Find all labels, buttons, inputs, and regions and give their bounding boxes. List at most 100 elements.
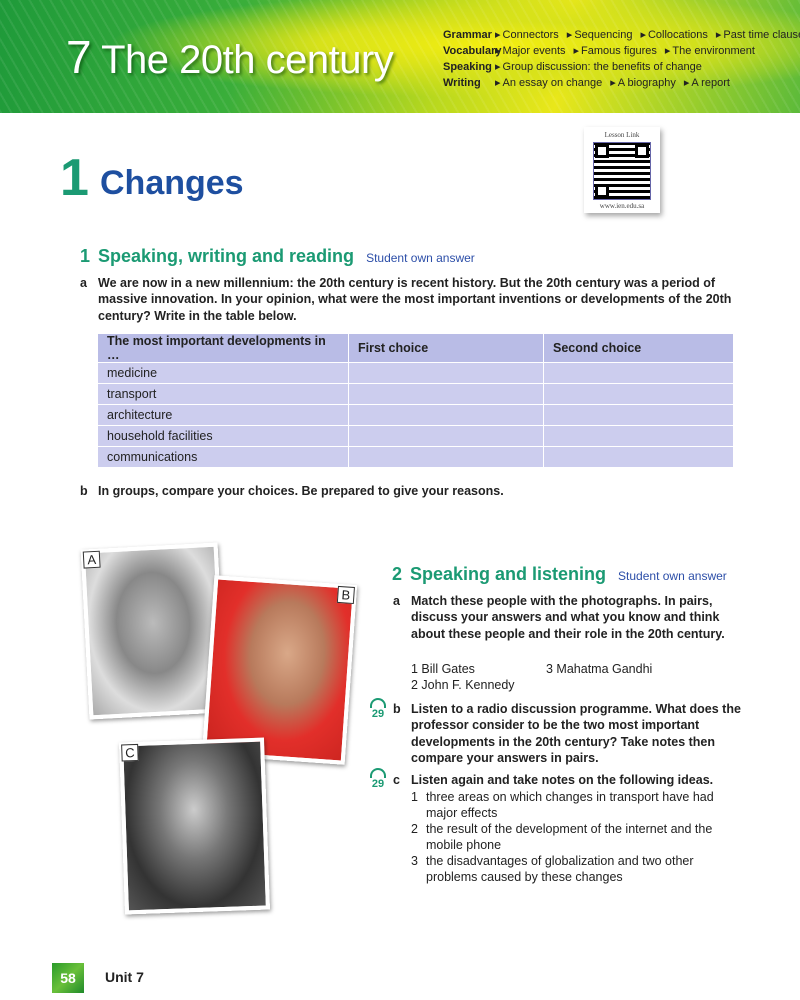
row-label: medicine [97, 362, 349, 384]
item-number: 3 [411, 854, 418, 868]
syllabus-item: Major events [495, 43, 566, 59]
person-item: 2 John F. Kennedy [411, 678, 515, 692]
photo-kennedy: C [119, 737, 270, 915]
syllabus-label: Grammar [443, 29, 492, 41]
person-item: 3 Mahatma Gandhi [546, 662, 653, 676]
headphones-icon [370, 698, 386, 708]
syllabus-row-grammar: GrammarConnectors Sequencing Collocations P… [443, 27, 800, 43]
track-number: 29 [371, 778, 385, 790]
track-number: 29 [371, 708, 385, 720]
second-choice-cell[interactable] [543, 404, 734, 426]
list-item: 3 the disadvantages of globalization and … [411, 853, 741, 885]
exercise-title: Speaking, writing and reading [98, 246, 355, 266]
column-header: Second choice [543, 333, 734, 363]
audio-track-b[interactable]: 29 [368, 698, 388, 720]
syllabus-item: An essay on change [495, 75, 603, 91]
column-header: The most important developments in … [97, 333, 349, 363]
row-label: transport [97, 383, 349, 405]
photo-label: A [82, 550, 101, 569]
exercise-number: 1 [80, 246, 91, 266]
instruction-text: In groups, compare your choices. Be prep… [98, 484, 504, 498]
first-choice-cell[interactable] [348, 446, 544, 468]
table-row: household facilities [97, 425, 734, 447]
answer-note: Student own answer [366, 251, 475, 265]
item-text: the disadvantages of globalization and t… [426, 854, 694, 884]
lesson-number: 1 [60, 149, 89, 207]
people-list: 2 John F. Kennedy [411, 677, 515, 693]
table-row: architecture [97, 404, 734, 426]
photo-label: C [121, 743, 139, 762]
lesson-title: Changes [100, 164, 244, 202]
developments-table: The most important developments in … Firs… [97, 333, 734, 468]
instruction-text: Listen to a radio discussion programme. … [411, 702, 741, 765]
exercise-2-heading: 2 Speaking and listening Student own answe… [392, 564, 727, 585]
syllabus-item: A report [684, 75, 730, 91]
syllabus-label: Vocabulary [443, 45, 502, 57]
item-text: the result of the development of the int… [426, 822, 713, 852]
exercise-title: Speaking and listening [410, 564, 607, 584]
syllabus-row-speaking: SpeakingGroup discussion: the benefits o… [443, 59, 800, 75]
lesson-link-qr[interactable]: Lesson Link www.ien.edu.sa [584, 127, 660, 213]
exercise-number: 2 [392, 564, 403, 584]
instruction-text: Listen again and take notes on the follo… [411, 773, 714, 787]
exercise-2c: c Listen again and take notes on the foll… [393, 772, 741, 788]
column-header: First choice [348, 333, 544, 363]
first-choice-cell[interactable] [348, 362, 544, 384]
exercise-1a: a We are now in a new millennium: the 20t… [80, 275, 743, 324]
row-label: communications [97, 446, 349, 468]
unit-number: 7 [66, 31, 92, 83]
first-choice-cell[interactable] [348, 383, 544, 405]
photo-bill-gates: B [201, 575, 358, 765]
list-item: 1 three areas on which changes in transpo… [411, 789, 741, 821]
table-row: transport [97, 383, 734, 405]
first-choice-cell[interactable] [348, 425, 544, 447]
photo-gandhi: A [80, 542, 227, 720]
list-item: 2 the result of the development of the in… [411, 821, 741, 853]
people-list: 1 Bill Gates [411, 661, 475, 677]
table-row: medicine [97, 362, 734, 384]
exercise-1-heading: 1 Speaking, writing and reading Student ow… [80, 246, 475, 267]
item-text: three areas on which changes in transpor… [426, 790, 714, 820]
first-choice-cell[interactable] [348, 404, 544, 426]
item-letter: a [393, 594, 400, 608]
instruction-text: Match these people with the photographs.… [411, 594, 725, 641]
item-letter: b [393, 702, 401, 716]
footer-unit-label: Unit 7 [105, 969, 144, 985]
second-choice-cell[interactable] [543, 425, 734, 447]
syllabus-label: Speaking [443, 61, 492, 73]
unit-title: 7 The 20th century [66, 30, 394, 84]
syllabus-item: Group discussion: the benefits of change [495, 59, 702, 75]
syllabus-item: Connectors [495, 27, 559, 43]
audio-track-c[interactable]: 29 [368, 768, 388, 790]
page-number: 58 [52, 963, 84, 993]
syllabus-row-vocabulary: VocabularyMajor events Famous figures The … [443, 43, 800, 59]
exercise-2b: b Listen to a radio discussion programme.… [393, 701, 741, 766]
item-letter: c [393, 773, 400, 787]
table-header: The most important developments in … Firs… [97, 333, 734, 363]
item-letter: b [80, 484, 88, 498]
item-number: 1 [411, 790, 418, 804]
syllabus-item: Past time clauses [716, 27, 800, 43]
syllabus-row-writing: Writing An essay on change A biography A re… [443, 75, 800, 91]
qr-title: Lesson Link [604, 131, 640, 139]
person-item: 1 Bill Gates [411, 662, 475, 676]
syllabus-label: Writing [443, 77, 481, 89]
second-choice-cell[interactable] [543, 383, 734, 405]
people-list: 3 Mahatma Gandhi [546, 661, 652, 677]
row-label: household facilities [97, 425, 349, 447]
headphones-icon [370, 768, 386, 778]
syllabus-item: The environment [665, 43, 755, 59]
second-choice-cell[interactable] [543, 362, 734, 384]
second-choice-cell[interactable] [543, 446, 734, 468]
qr-url: www.ien.edu.sa [599, 202, 645, 210]
syllabus-item: A biography [610, 75, 676, 91]
exercise-2a: a Match these people with the photographs… [393, 593, 731, 642]
photo-label: B [336, 585, 355, 605]
answer-note: Student own answer [618, 569, 727, 583]
exercise-1b: b In groups, compare your choices. Be pre… [80, 483, 743, 499]
unit-title-text: The 20th century [101, 38, 394, 82]
item-letter: a [80, 276, 87, 290]
syllabus-item: Sequencing [567, 27, 632, 43]
table-row: communications [97, 446, 734, 468]
